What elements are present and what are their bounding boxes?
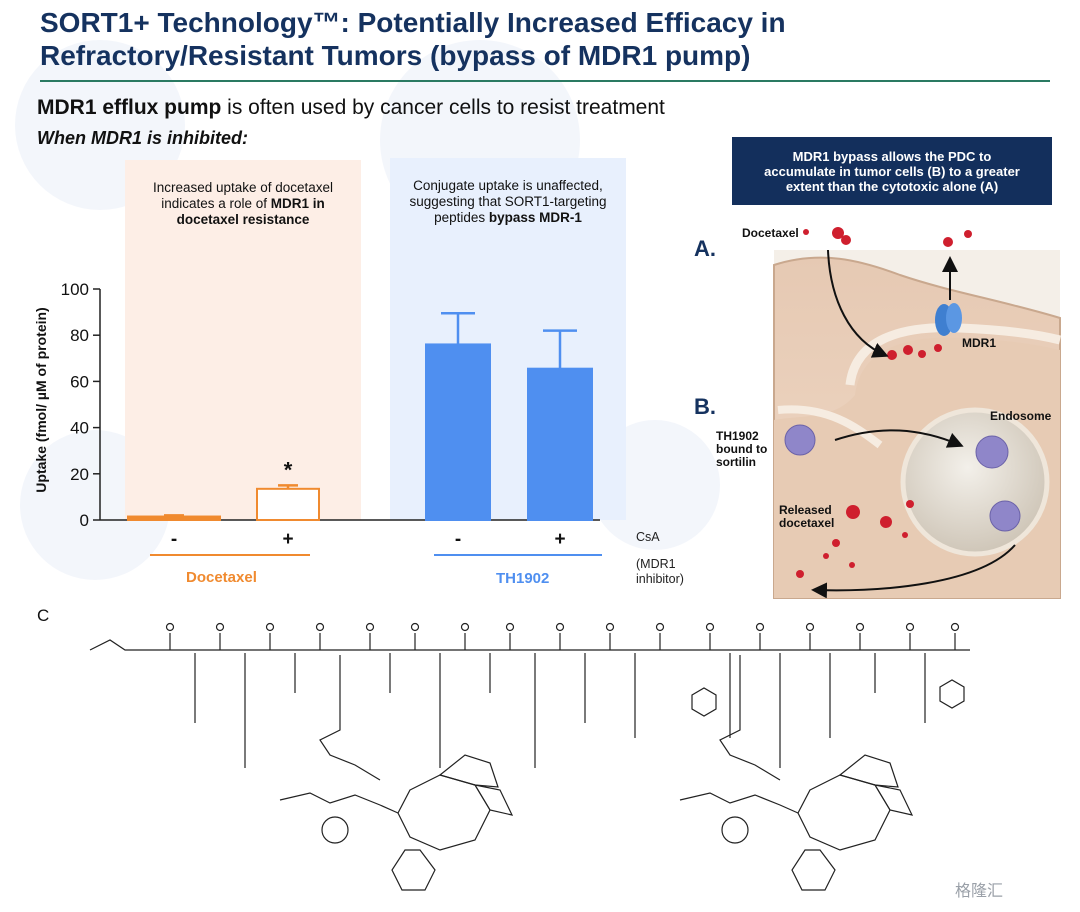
label-released-line2: docetaxel: [779, 516, 835, 530]
endosome: [900, 407, 1050, 557]
carbonyl-oxygen: [605, 622, 615, 632]
group-label-th1902: TH1902: [496, 570, 550, 587]
category-label-1: +: [282, 529, 293, 550]
carbonyl-oxygen: [315, 622, 325, 632]
y-tick-label: 0: [80, 511, 89, 530]
carbonyl-oxygen: [215, 622, 225, 632]
docetaxel-molecules: [796, 227, 972, 578]
carbonyl-oxygen: [950, 622, 960, 632]
panel-c-label: C: [37, 606, 50, 625]
docetaxel-note-line3: docetaxel resistance: [128, 212, 358, 228]
backbone-carbonyls: [165, 622, 960, 650]
bar-1: [256, 487, 320, 522]
csa-label: CsA: [636, 530, 660, 544]
category-label-0: -: [171, 529, 177, 550]
th1902-note-line2: suggesting that SORT1-targeting: [409, 194, 607, 209]
carbonyl-oxygen: [365, 622, 375, 632]
th1902-chemical-structure: [89, 622, 970, 891]
carbonyl-oxygen: [265, 622, 275, 632]
aromatic-rings: [691, 679, 965, 717]
banner-line2: accumulate in tumor cells (B) to a great…: [764, 164, 1020, 179]
category-label-3: +: [554, 529, 565, 550]
docetaxel-note-line1: Increased uptake of docetaxel: [152, 180, 334, 195]
watermark-logo: 格隆汇: [955, 883, 1004, 900]
title-divider: [40, 80, 1050, 82]
carbonyl-oxygen: [755, 622, 765, 632]
th1902-note: Conjugate uptake is unaffected, suggesti…: [392, 178, 624, 226]
mechanism-banner: MDR1 bypass allows the PDC to accumulate…: [732, 137, 1052, 205]
th1902-note-line3-bold: bypass MDR-1: [488, 210, 582, 225]
carbonyl-oxygen: [905, 622, 915, 632]
carbonyl-oxygen: [805, 622, 815, 632]
chart-bars: - + * - +: [127, 312, 602, 556]
subheading-bold: MDR1 efflux pump: [37, 96, 222, 119]
figure-label-a: A.: [694, 236, 716, 261]
mdr1-pump: [935, 303, 962, 336]
arrow-docetaxel-in: [827, 249, 889, 358]
label-released-docetaxel: Released docetaxel: [779, 504, 834, 530]
bar-2: [425, 343, 491, 521]
subheading: MDR1 efflux pump is often used by cancer…: [37, 96, 665, 120]
significance-marker-1: *: [284, 457, 293, 482]
category-label-2: -: [455, 529, 461, 550]
carbonyl-oxygen: [410, 622, 420, 632]
carbonyl-oxygen: [655, 622, 665, 632]
docetaxel-note-line2-pre: indicates a role of: [161, 196, 271, 211]
banner-line1: MDR1 bypass allows the PDC to: [792, 149, 992, 164]
y-tick-label: 40: [70, 419, 89, 438]
label-docetaxel: Docetaxel: [742, 226, 799, 240]
th1902-conjugates: [784, 424, 1021, 532]
slide-title-line1: SORT1+ Technology™: Potentially Increase…: [40, 7, 786, 38]
carbonyl-oxygen: [460, 622, 470, 632]
subheading-rest: is often used by cancer cells to resist …: [221, 96, 665, 119]
arrow-conjugate-in: [834, 429, 964, 448]
docetaxel-payload-left: [279, 754, 514, 891]
linker-left: [319, 655, 381, 781]
docetaxel-payload-right: [679, 754, 914, 891]
th1902-note-line3: peptides bypass MDR-1: [392, 210, 624, 226]
docetaxel-note-line3-bold: docetaxel resistance: [176, 212, 310, 227]
y-tick-label: 20: [70, 465, 89, 484]
slide-title: SORT1+ Technology™: Potentially Increase…: [40, 6, 1050, 72]
y-tick-label: 60: [70, 372, 89, 391]
label-th1902-line3: sortilin: [716, 455, 757, 469]
label-th1902-line2: bound to: [716, 442, 768, 456]
y-axis-label: Uptake (fmol/ µM of protein): [33, 307, 49, 492]
endocytic-pit: [777, 405, 883, 449]
peptide-backbone: [89, 622, 970, 651]
y-tick-label: 100: [61, 280, 89, 299]
slide-title-line2: Refractory/Resistant Tumors (bypass of M…: [40, 40, 751, 71]
figure-label-b: B.: [694, 394, 716, 419]
carbonyl-oxygen: [165, 622, 175, 632]
label-th1902-line1: TH1902: [716, 429, 759, 443]
banner-line3: extent than the cytotoxic alone (A): [785, 179, 999, 194]
group-label-docetaxel: Docetaxel: [186, 569, 257, 586]
subheading-condition: When MDR1 is inhibited:: [37, 128, 248, 148]
carbonyl-oxygen: [855, 622, 865, 632]
label-endosome: Endosome: [990, 409, 1052, 423]
uptake-bar-chart: 0 20 40 60 80 100 - + * - + Uptake (fmol/ µM of p…: [33, 280, 602, 556]
side-chains: [194, 653, 926, 768]
bar-3: [527, 367, 593, 521]
th1902-note-line1: Conjugate uptake is unaffected,: [413, 178, 603, 193]
docetaxel-panel-bg: [125, 160, 361, 520]
label-released-line1: Released: [779, 503, 832, 517]
carbonyl-oxygen: [505, 622, 515, 632]
mdr1-inhibitor-note: (MDR1 inhibitor): [636, 557, 684, 586]
docetaxel-note-line2-bold: MDR1 in: [270, 196, 325, 211]
docetaxel-note: Increased uptake of docetaxel indicates …: [128, 180, 358, 228]
th1902-note-line3-pre: peptides: [434, 210, 489, 225]
linker-right: [719, 655, 781, 781]
carbonyl-oxygen: [705, 622, 715, 632]
label-mdr1: MDR1: [962, 336, 997, 350]
carbonyl-oxygen: [555, 622, 565, 632]
label-th1902-bound: TH1902 bound to sortilin: [716, 430, 767, 469]
y-tick-label: 80: [70, 326, 89, 345]
arrow-release: [811, 544, 1016, 599]
docetaxel-note-line2: indicates a role of MDR1 in: [128, 196, 358, 212]
